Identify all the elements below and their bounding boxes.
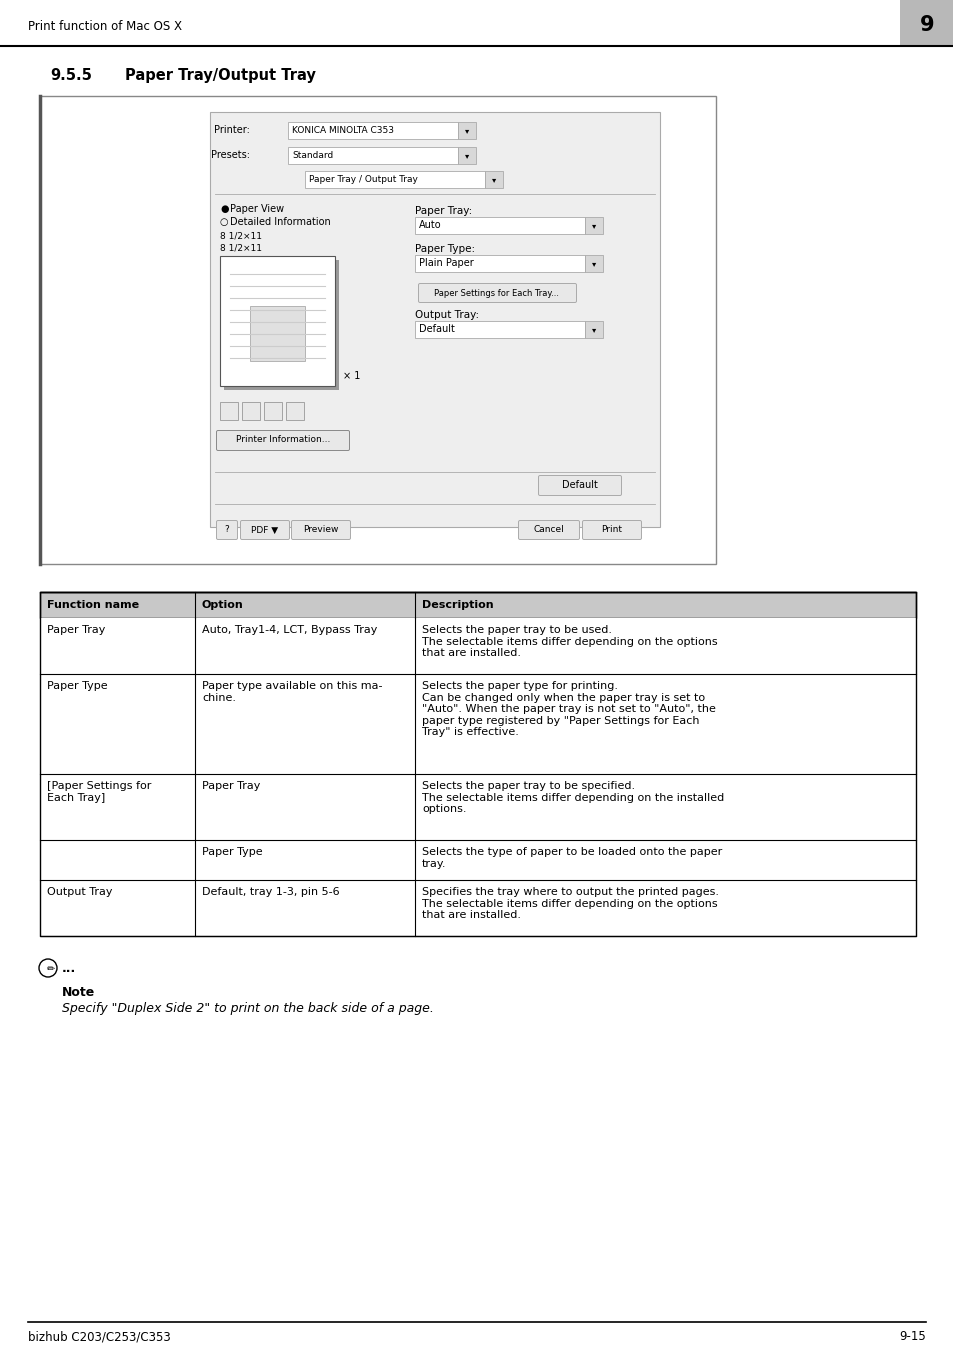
Bar: [415, 255, 584, 272]
FancyBboxPatch shape: [216, 520, 237, 539]
Text: 8 1/2×11: 8 1/2×11: [220, 243, 262, 253]
Text: bizhub C203/C253/C353: bizhub C203/C253/C353: [28, 1331, 171, 1343]
Text: Note: Note: [62, 986, 95, 998]
Bar: [305, 172, 484, 188]
Bar: [242, 403, 260, 420]
Text: ▾: ▾: [492, 176, 496, 184]
Bar: [288, 122, 457, 139]
Bar: [210, 112, 659, 527]
FancyBboxPatch shape: [292, 520, 350, 539]
Text: PDF ▼: PDF ▼: [252, 526, 278, 535]
Text: Cancel: Cancel: [533, 526, 564, 535]
Bar: [40, 840, 915, 880]
Bar: [288, 147, 457, 163]
Text: ✏: ✏: [47, 965, 55, 974]
FancyBboxPatch shape: [216, 431, 349, 450]
Text: Option: Option: [202, 600, 244, 611]
Text: ▾: ▾: [464, 126, 469, 135]
Text: Specifies the tray where to output the printed pages.
The selectable items diffe: Specifies the tray where to output the p…: [421, 888, 719, 920]
Text: Preview: Preview: [303, 526, 338, 535]
Text: × 1: × 1: [343, 372, 360, 381]
Text: Presets:: Presets:: [211, 150, 250, 159]
Text: ?: ?: [224, 526, 229, 535]
Text: Standard: Standard: [292, 151, 333, 159]
Bar: [899, 0, 953, 46]
Text: Selects the paper tray to be specified.
The selectable items differ depending on: Selects the paper tray to be specified. …: [421, 781, 723, 815]
FancyBboxPatch shape: [240, 520, 289, 539]
Text: 8 1/2×11: 8 1/2×11: [220, 231, 262, 240]
Bar: [415, 218, 584, 234]
Text: 9: 9: [919, 15, 933, 35]
Text: ○: ○: [220, 218, 229, 227]
FancyBboxPatch shape: [418, 284, 576, 303]
Text: ▾: ▾: [591, 326, 596, 334]
Text: Paper Settings for Each Tray...: Paper Settings for Each Tray...: [434, 289, 558, 297]
Bar: [250, 305, 305, 361]
Text: Paper Tray:: Paper Tray:: [415, 205, 472, 216]
Bar: [40, 617, 915, 674]
Bar: [415, 322, 584, 338]
Text: Print: Print: [601, 526, 622, 535]
Text: Print function of Mac OS X: Print function of Mac OS X: [28, 19, 182, 32]
Bar: [584, 255, 602, 272]
Text: KONICA MINOLTA C353: KONICA MINOLTA C353: [292, 126, 394, 135]
Bar: [40, 674, 915, 774]
Text: Paper Tray: Paper Tray: [202, 781, 260, 790]
Bar: [220, 403, 237, 420]
Text: Paper Tray/Output Tray: Paper Tray/Output Tray: [125, 68, 315, 82]
Text: 9-15: 9-15: [899, 1331, 925, 1343]
Text: Plain Paper: Plain Paper: [418, 258, 474, 269]
FancyBboxPatch shape: [537, 476, 620, 496]
Text: Printer Information...: Printer Information...: [235, 435, 330, 444]
Text: Paper Tray: Paper Tray: [47, 626, 105, 635]
Bar: [264, 403, 282, 420]
Bar: [457, 122, 476, 139]
Bar: [224, 259, 338, 390]
Bar: [457, 147, 476, 163]
Bar: [40, 592, 915, 617]
FancyBboxPatch shape: [518, 520, 578, 539]
Text: Function name: Function name: [47, 600, 139, 611]
Text: Selects the type of paper to be loaded onto the paper
tray.: Selects the type of paper to be loaded o…: [421, 847, 721, 869]
Text: [Paper Settings for
Each Tray]: [Paper Settings for Each Tray]: [47, 781, 152, 802]
Text: Auto, Tray1-4, LCT, Bypass Tray: Auto, Tray1-4, LCT, Bypass Tray: [202, 626, 377, 635]
Bar: [40, 592, 915, 936]
Text: Paper Type: Paper Type: [47, 681, 108, 690]
Text: Selects the paper tray to be used.
The selectable items differ depending on the : Selects the paper tray to be used. The s…: [421, 626, 717, 658]
Text: Output Tray:: Output Tray:: [415, 309, 478, 320]
Text: Paper Type:: Paper Type:: [415, 245, 475, 254]
Bar: [484, 172, 502, 188]
Text: Specify "Duplex Side 2" to print on the back side of a page.: Specify "Duplex Side 2" to print on the …: [62, 1002, 434, 1015]
Text: Paper type available on this ma-
chine.: Paper type available on this ma- chine.: [202, 681, 382, 703]
Text: Detailed Information: Detailed Information: [230, 218, 331, 227]
Text: Default: Default: [561, 480, 598, 490]
Bar: [220, 255, 335, 386]
Text: Output Tray: Output Tray: [47, 888, 112, 897]
FancyBboxPatch shape: [582, 520, 640, 539]
Text: ▾: ▾: [591, 222, 596, 230]
Text: ...: ...: [62, 962, 76, 974]
Text: 9.5.5: 9.5.5: [50, 68, 91, 82]
Bar: [40, 880, 915, 936]
Bar: [584, 322, 602, 338]
Text: Description: Description: [421, 600, 493, 611]
Text: ▾: ▾: [464, 151, 469, 159]
Text: Paper Type: Paper Type: [202, 847, 262, 857]
Bar: [40, 96, 716, 563]
Text: Paper Tray / Output Tray: Paper Tray / Output Tray: [309, 176, 417, 184]
Text: Default, tray 1-3, pin 5-6: Default, tray 1-3, pin 5-6: [202, 888, 339, 897]
Bar: [584, 218, 602, 234]
Text: ▾: ▾: [591, 259, 596, 267]
Bar: [286, 403, 304, 420]
Text: Selects the paper type for printing.
Can be changed only when the paper tray is : Selects the paper type for printing. Can…: [421, 681, 715, 738]
Text: Printer:: Printer:: [213, 126, 250, 135]
Text: Auto: Auto: [418, 220, 441, 231]
Text: ●: ●: [220, 204, 229, 213]
Bar: [40, 774, 915, 840]
Text: Paper View: Paper View: [230, 204, 284, 213]
Text: Default: Default: [418, 324, 455, 335]
